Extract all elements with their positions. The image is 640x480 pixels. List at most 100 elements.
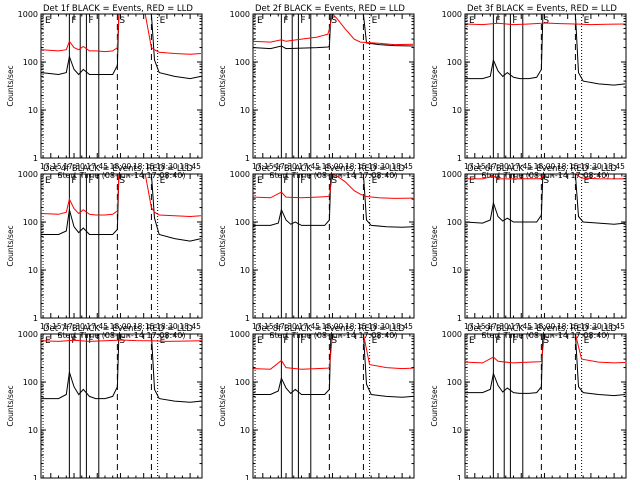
y-tick-label: 1 bbox=[33, 154, 38, 163]
lld-series-line bbox=[253, 334, 414, 370]
plot-frame bbox=[464, 13, 627, 159]
y-tick-label: 1000 bbox=[230, 10, 250, 19]
x-tick-label: 17:15 bbox=[252, 322, 274, 331]
events-series-line bbox=[41, 334, 202, 403]
x-tick-label: 17:45 bbox=[298, 322, 320, 331]
marker-label-e: E bbox=[372, 336, 378, 346]
panel-det-6: Det 6f BLACK = Events, RED = LLD E F F S E 1 10… bbox=[430, 164, 627, 340]
marker-label-e: E bbox=[257, 336, 263, 346]
x-tick-label: 18:00 bbox=[322, 322, 344, 331]
plot-frame bbox=[252, 333, 415, 479]
panel-title: Det 6f BLACK = Events, RED = LLD bbox=[467, 164, 617, 174]
marker-label-s: S bbox=[119, 336, 125, 346]
x-axis-label: Start Time (08-Jun-14 17:08:40) bbox=[58, 171, 186, 180]
marker-label-e: E bbox=[469, 16, 475, 26]
x-tick-label: 18:30 bbox=[156, 322, 178, 331]
marker-label-f: F bbox=[495, 16, 500, 26]
plot-frame bbox=[252, 13, 415, 159]
y-tick-label: 10 bbox=[28, 426, 38, 435]
marker-label-s: S bbox=[119, 176, 125, 186]
marker-label-e: E bbox=[584, 16, 590, 26]
marker-label-s: S bbox=[543, 16, 549, 26]
x-tick-label: 17:30 bbox=[487, 322, 509, 331]
marker-label-f: F bbox=[283, 16, 288, 26]
y-axis-label: Counts/sec bbox=[6, 65, 15, 106]
panel-title: Det 4f BLACK = Events, RED = LLD bbox=[43, 164, 193, 174]
x-tick-label: 17:45 bbox=[86, 322, 108, 331]
marker-label-e: E bbox=[469, 176, 475, 186]
plot-frame bbox=[464, 173, 627, 319]
plot-frame bbox=[40, 173, 203, 319]
lld-series-line bbox=[41, 174, 202, 218]
y-tick-label: 1 bbox=[245, 474, 250, 480]
marker-label-e: E bbox=[469, 336, 475, 346]
panel-title: Det 7f BLACK = Events, RED = LLD bbox=[43, 324, 193, 334]
y-tick-label: 100 bbox=[235, 218, 250, 227]
x-tick-label: 17:15 bbox=[464, 322, 486, 331]
plot-frame bbox=[40, 13, 203, 159]
panel-det-4: Det 4f BLACK = Events, RED = LLD E F F S E 1 10… bbox=[6, 164, 203, 340]
lld-series-line bbox=[465, 334, 626, 364]
events-series-line bbox=[253, 334, 414, 398]
x-tick-label: 18:00 bbox=[110, 162, 132, 171]
y-tick-label: 1 bbox=[245, 314, 250, 323]
x-tick-label: 18:45 bbox=[179, 162, 201, 171]
marker-label-f: F bbox=[512, 16, 517, 26]
panel-title: Det 2f BLACK = Events, RED = LLD bbox=[255, 4, 405, 14]
marker-label-e: E bbox=[45, 16, 51, 26]
y-axis-label: Counts/sec bbox=[218, 225, 227, 266]
x-tick-label: 18:30 bbox=[580, 322, 602, 331]
y-tick-label: 100 bbox=[23, 378, 38, 387]
y-tick-label: 10 bbox=[28, 266, 38, 275]
marker-label-e: E bbox=[45, 176, 51, 186]
marker-label-f: F bbox=[512, 176, 517, 186]
y-axis-label: Counts/sec bbox=[218, 65, 227, 106]
events-series-line bbox=[41, 174, 202, 242]
marker-label-f: F bbox=[71, 176, 76, 186]
y-tick-label: 1000 bbox=[230, 330, 250, 339]
y-tick-label: 1 bbox=[33, 314, 38, 323]
marker-label-f: F bbox=[512, 336, 517, 346]
events-series-line bbox=[465, 334, 626, 397]
y-tick-label: 100 bbox=[447, 58, 462, 67]
marker-label-f: F bbox=[300, 176, 305, 186]
marker-label-f: F bbox=[283, 176, 288, 186]
x-tick-label: 18:00 bbox=[534, 322, 556, 331]
marker-label-f: F bbox=[88, 176, 93, 186]
plot-frame bbox=[40, 333, 203, 479]
marker-label-s: S bbox=[331, 176, 337, 186]
panel-title: Det 9f BLACK = Events, RED = LLD bbox=[467, 324, 617, 334]
x-tick-label: 18:15 bbox=[345, 162, 367, 171]
marker-label-e: E bbox=[372, 176, 378, 186]
y-axis-label: Counts/sec bbox=[430, 225, 439, 266]
marker-label-e: E bbox=[584, 176, 590, 186]
lld-series-line bbox=[41, 14, 202, 55]
x-tick-label: 18:15 bbox=[133, 162, 155, 171]
marker-label-f: F bbox=[495, 176, 500, 186]
x-tick-label: 17:15 bbox=[40, 322, 62, 331]
y-tick-label: 1000 bbox=[18, 330, 38, 339]
x-axis-label: Start Time (08-Jun-14 17:08:40) bbox=[482, 331, 610, 340]
x-tick-label: 18:15 bbox=[133, 322, 155, 331]
x-tick-label: 18:30 bbox=[156, 162, 178, 171]
x-tick-label: 17:30 bbox=[63, 322, 85, 331]
plot-frame bbox=[252, 173, 415, 319]
x-axis-label: Start Time (08-Jun-14 17:08:40) bbox=[58, 331, 186, 340]
x-axis-label: Start Time (08-Jun-14 17:08:40) bbox=[482, 171, 610, 180]
panel-det-5: Det 5f BLACK = Events, RED = LLD E F F S E 1 10… bbox=[218, 164, 415, 340]
y-axis-label: Counts/sec bbox=[218, 385, 227, 426]
x-tick-label: 17:30 bbox=[63, 162, 85, 171]
x-tick-label: 17:15 bbox=[464, 162, 486, 171]
x-tick-label: 17:15 bbox=[252, 162, 274, 171]
x-tick-label: 18:15 bbox=[557, 162, 579, 171]
marker-label-f: F bbox=[300, 336, 305, 346]
x-tick-label: 17:45 bbox=[298, 162, 320, 171]
x-tick-label: 17:45 bbox=[86, 162, 108, 171]
x-tick-label: 18:30 bbox=[368, 162, 390, 171]
marker-label-s: S bbox=[331, 336, 337, 346]
lld-series-line bbox=[253, 14, 414, 46]
y-tick-label: 100 bbox=[235, 378, 250, 387]
x-tick-label: 18:00 bbox=[534, 162, 556, 171]
y-tick-label: 100 bbox=[23, 218, 38, 227]
